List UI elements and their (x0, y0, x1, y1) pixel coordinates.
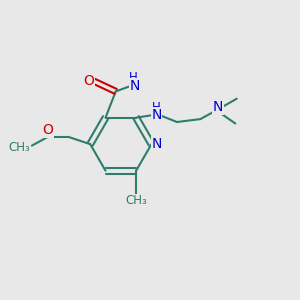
Text: N: N (213, 100, 223, 114)
Text: O: O (43, 124, 53, 137)
Text: N: N (130, 79, 140, 93)
Text: N: N (152, 137, 162, 151)
Text: O: O (83, 74, 94, 88)
Text: CH₃: CH₃ (125, 194, 147, 207)
Text: H: H (129, 71, 138, 84)
Text: N: N (152, 108, 162, 122)
Text: H: H (152, 101, 160, 114)
Text: CH₃: CH₃ (8, 141, 30, 154)
